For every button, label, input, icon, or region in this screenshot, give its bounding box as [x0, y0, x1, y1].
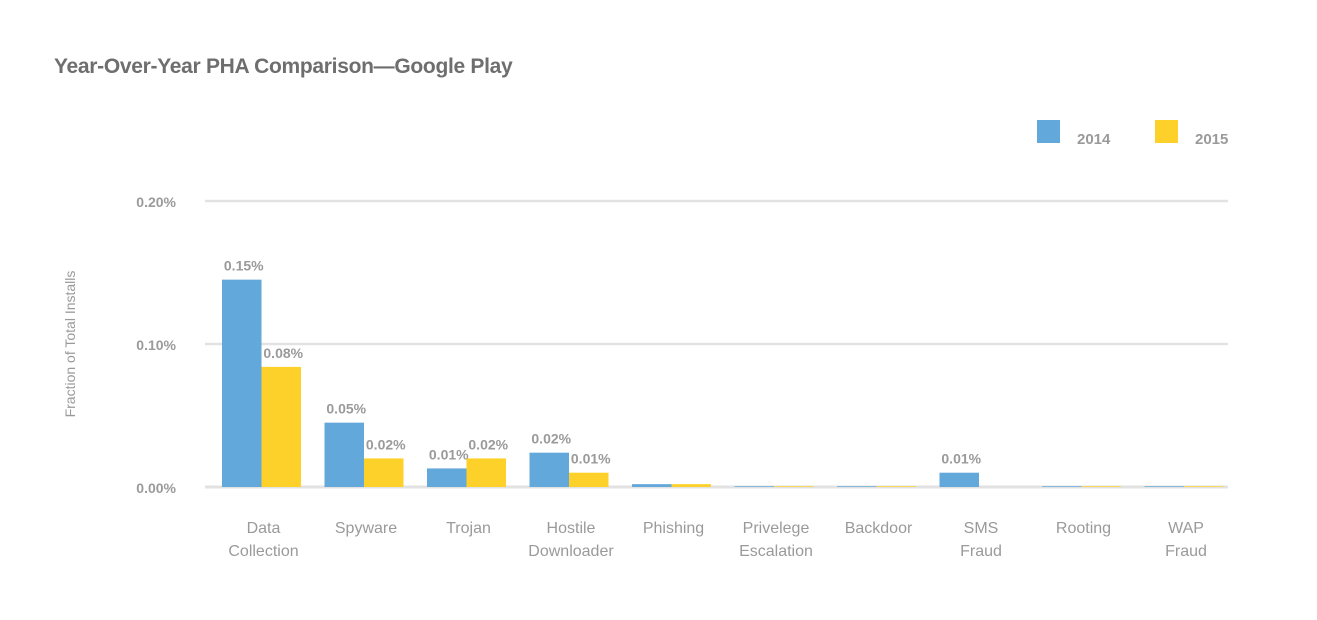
x-tick-label: Privelege	[743, 520, 810, 537]
bar-2015-4	[671, 484, 711, 487]
y-tick-label: 0.20%	[136, 194, 176, 210]
y-tick-label: 0.10%	[136, 337, 176, 353]
x-tick-label: Downloader	[528, 543, 614, 560]
data-label: 0.01%	[429, 446, 469, 462]
bar-2014-5	[734, 486, 774, 487]
bar-2014-6	[837, 486, 877, 487]
bar-2015-5	[774, 486, 814, 487]
chart-title: Year-Over-Year PHA Comparison—Google Pla…	[54, 55, 513, 78]
bar-2014-2	[427, 468, 467, 487]
legend-swatch-2014	[1037, 120, 1060, 143]
x-tick-label: Backdoor	[845, 520, 913, 537]
data-label: 0.02%	[366, 436, 406, 452]
data-label: 0.08%	[263, 345, 303, 361]
bar-2014-3	[529, 452, 569, 487]
x-tick-label: Data	[247, 520, 281, 537]
bar-2014-4	[632, 484, 672, 487]
data-label: 0.02%	[468, 436, 508, 452]
data-label: 0.01%	[941, 451, 981, 467]
x-tick-label: Fraud	[960, 543, 1002, 560]
x-tick-label: Rooting	[1056, 520, 1111, 537]
x-tick-label: Collection	[228, 543, 298, 560]
y-tick-label: 0.00%	[136, 480, 176, 496]
bar-2014-1	[324, 422, 364, 487]
bar-2015-3	[569, 472, 609, 487]
x-tick-label: Escalation	[739, 543, 813, 560]
bar-2015-0	[261, 366, 301, 487]
legend-label: 2014	[1077, 131, 1111, 148]
bar-2014-7	[939, 472, 979, 487]
x-tick-label: Trojan	[446, 520, 491, 537]
bar-2015-6	[876, 486, 916, 487]
bar-2014-8	[1042, 486, 1082, 487]
x-tick-label: SMS	[964, 520, 999, 537]
bar-2014-0	[222, 279, 262, 487]
y-axis-label: Fraction of Total Installs	[62, 271, 78, 418]
x-tick-label: Hostile	[547, 520, 596, 537]
bar-2014-9	[1144, 486, 1184, 487]
bar-2015-2	[466, 458, 506, 487]
x-tick-label: Fraud	[1165, 543, 1207, 560]
legend-label: 2015	[1195, 131, 1228, 148]
legend-swatch-2015	[1155, 120, 1178, 143]
data-label: 0.05%	[326, 401, 366, 417]
bar-2015-9	[1184, 486, 1224, 487]
x-tick-label: WAP	[1168, 520, 1204, 537]
data-label: 0.15%	[224, 258, 264, 274]
bar-2015-1	[364, 458, 404, 487]
data-label: 0.01%	[571, 451, 611, 467]
x-tick-label: Phishing	[643, 520, 704, 537]
data-label: 0.02%	[531, 431, 571, 447]
x-tick-label: Spyware	[335, 520, 397, 537]
bar-2015-8	[1081, 486, 1121, 487]
